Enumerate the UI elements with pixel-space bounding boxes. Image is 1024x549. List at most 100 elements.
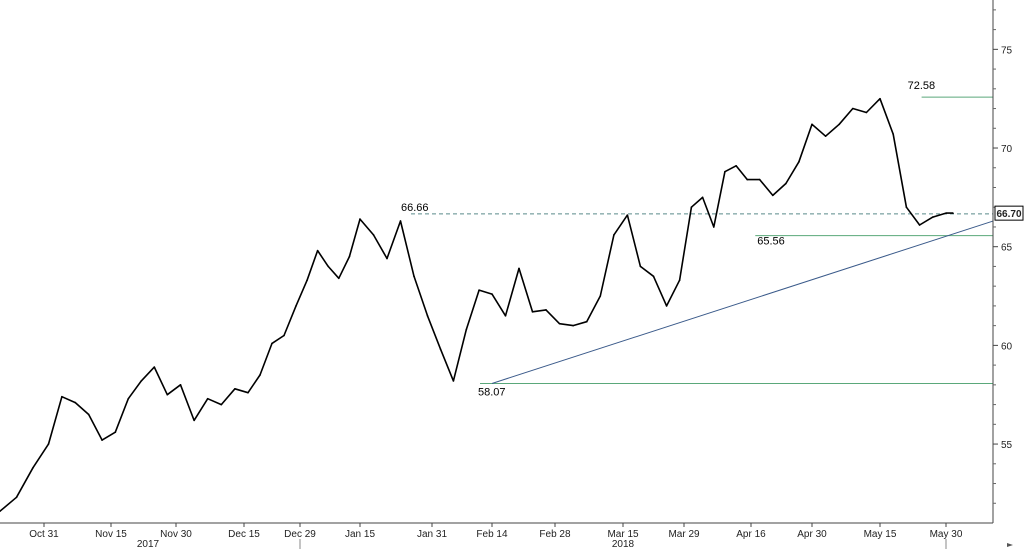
data-point — [905, 206, 908, 209]
data-point — [712, 226, 715, 228]
data-point — [220, 403, 223, 406]
last-value-label: 66.70 — [996, 209, 1021, 220]
data-point — [613, 234, 615, 236]
data-point — [206, 397, 209, 400]
x-tick-label: Dec 29 — [284, 529, 316, 540]
y-tick-label: 65 — [1001, 243, 1013, 254]
y-tick-label: 55 — [1001, 440, 1013, 451]
data-point — [179, 384, 182, 386]
data-point — [386, 257, 388, 260]
annotation-label: 72.58 — [908, 80, 936, 92]
data-point — [952, 212, 954, 214]
data-point — [372, 234, 375, 236]
x-tick-label: Nov 15 — [95, 529, 127, 540]
x-tick-label: May 30 — [930, 529, 963, 540]
data-point — [724, 170, 726, 173]
data-point — [865, 111, 868, 114]
data-point — [932, 216, 934, 218]
x-tick-label: Oct 31 — [29, 529, 59, 540]
x-tick-label: Apr 16 — [736, 529, 766, 540]
data-point — [626, 214, 629, 216]
annotation-label: 65.56 — [757, 236, 785, 248]
x-axis-arrow-icon — [1007, 543, 1013, 547]
y-tick-label: 70 — [1001, 144, 1013, 155]
data-point — [465, 328, 468, 331]
y-tick-label: 60 — [1001, 341, 1013, 352]
data-point — [348, 255, 351, 258]
data-point — [824, 135, 827, 137]
data-point — [585, 320, 588, 323]
x-tick-label: Mar 29 — [668, 529, 700, 540]
data-point — [153, 366, 156, 368]
data-point — [558, 322, 561, 325]
data-point — [271, 342, 273, 345]
x-tick-label: Nov 30 — [160, 529, 192, 540]
data-point — [283, 334, 285, 337]
data-point — [531, 311, 534, 313]
data-point — [892, 133, 894, 136]
data-point — [785, 182, 787, 185]
data-point — [101, 439, 103, 441]
data-point — [504, 314, 507, 317]
data-point — [491, 293, 493, 295]
data-point — [413, 275, 415, 278]
y-tick-label: 75 — [1001, 45, 1013, 56]
data-point — [690, 206, 693, 209]
data-point — [426, 314, 429, 317]
data-point — [811, 123, 813, 126]
data-point — [678, 279, 681, 282]
data-point — [701, 196, 704, 199]
x-tick-label: May 15 — [864, 529, 897, 540]
data-point — [127, 397, 130, 400]
x-tick-label: Apr 30 — [797, 529, 827, 540]
data-point — [32, 466, 34, 469]
data-point — [572, 324, 574, 327]
x-tick-label: Jan 31 — [417, 529, 447, 540]
data-point — [599, 295, 602, 297]
data-point — [114, 431, 117, 434]
x-tick-label: Feb 14 — [476, 529, 508, 540]
x-tick-label: Mar 15 — [607, 529, 639, 540]
data-point — [452, 380, 455, 382]
data-point — [306, 279, 308, 282]
x-axis: Oct 31 Nov 15 Nov 30 Dec 15 Dec 29 Jan 15 Jan … — [0, 522, 1013, 549]
y-axis: 55 60 65 70 75 66.70 — [992, 0, 1024, 523]
data-point — [545, 309, 547, 311]
data-point — [338, 277, 340, 280]
data-point — [798, 161, 800, 163]
data-point — [247, 391, 249, 394]
annotation-label: 66.66 — [401, 202, 429, 214]
data-point — [652, 275, 655, 278]
data-point — [945, 212, 947, 214]
data-point — [735, 164, 737, 167]
data-point — [15, 496, 18, 499]
data-point — [316, 249, 319, 252]
data-point — [439, 348, 442, 351]
last-value-badge — [994, 205, 1024, 221]
x-year-label: 2017 — [137, 539, 160, 549]
data-point — [74, 401, 77, 404]
data-point — [852, 107, 854, 110]
data-point — [518, 267, 520, 270]
data-point — [838, 123, 840, 126]
data-point — [234, 387, 236, 390]
data-point — [359, 218, 361, 220]
data-point — [193, 419, 195, 422]
data-point — [0, 510, 1, 512]
data-point — [665, 305, 668, 307]
data-point — [746, 178, 749, 181]
data-point — [639, 265, 642, 268]
annotation-label: 58.07 — [478, 386, 506, 398]
data-point — [918, 224, 921, 226]
x-tick-label: Feb 28 — [539, 529, 571, 540]
plot-area: 72.58 66.66 65.56 58.07 — [0, 80, 994, 512]
data-point — [259, 374, 261, 376]
data-point — [295, 305, 297, 307]
data-point — [87, 413, 90, 416]
data-point — [140, 380, 143, 382]
x-year-label: 2018 — [612, 539, 635, 549]
data-point — [166, 393, 169, 396]
data-point — [327, 265, 330, 268]
data-point — [758, 178, 761, 181]
